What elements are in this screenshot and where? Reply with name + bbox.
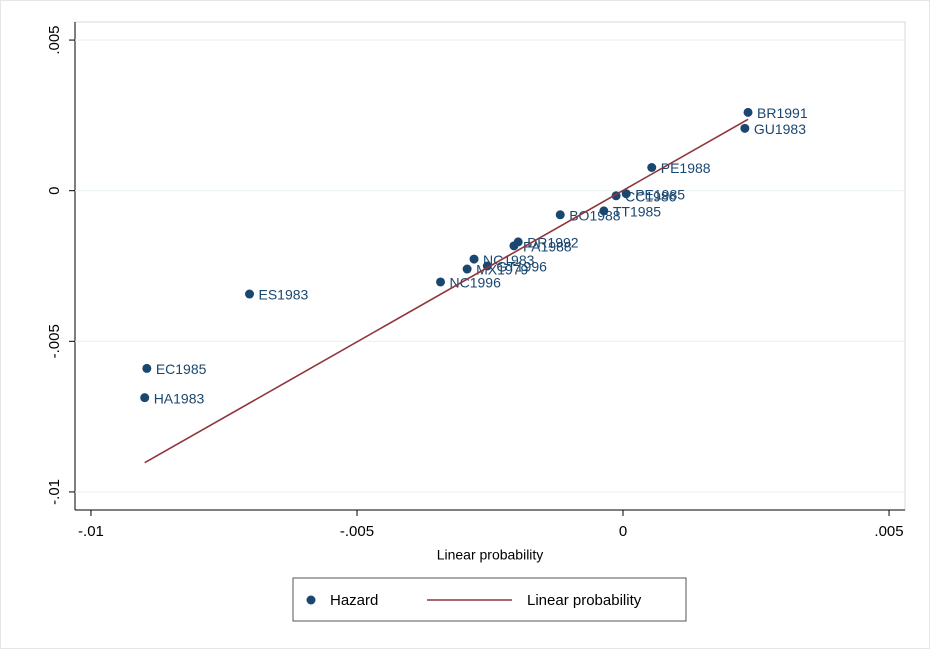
point — [647, 162, 657, 172]
point — [555, 210, 565, 220]
point — [140, 393, 150, 403]
point-label: NC1996 — [450, 275, 502, 291]
point-label: NC1983 — [483, 252, 535, 268]
y-tick-label: .005 — [46, 25, 63, 54]
y-tick-label: 0 — [46, 187, 63, 195]
point-label: PA1988 — [523, 239, 572, 255]
legend-marker — [306, 595, 316, 605]
point-label: TT1985 — [613, 204, 661, 220]
point — [743, 107, 753, 117]
x-tick-label: 0 — [619, 523, 627, 540]
point — [142, 363, 152, 373]
point — [469, 254, 479, 264]
point-label: DR1992 — [527, 235, 579, 251]
y-tick-label: -.005 — [46, 324, 63, 358]
x-tick-label: .005 — [874, 523, 903, 540]
point-label: BO1988 — [569, 207, 621, 223]
point-label: PE1985 — [635, 186, 685, 202]
point — [621, 189, 631, 199]
point — [245, 289, 255, 299]
point-label: CC1986 — [625, 189, 677, 205]
point — [509, 241, 519, 251]
x-tick-label: -.01 — [78, 523, 104, 540]
point-label: GU1983 — [754, 121, 806, 137]
point-label: BR1991 — [757, 105, 808, 121]
point-label: ES1983 — [259, 287, 309, 303]
point — [599, 206, 609, 216]
x-axis-title: Linear probability — [437, 547, 544, 563]
point-label: EC1985 — [156, 361, 207, 377]
point — [436, 277, 446, 287]
legend-label: Hazard — [330, 592, 378, 609]
point-label: GT1996 — [496, 259, 547, 275]
point-label: HA1983 — [154, 390, 205, 406]
point — [740, 123, 750, 133]
x-tick-label: -.005 — [340, 523, 374, 540]
point-label: PE1988 — [661, 160, 711, 176]
fit-line — [144, 118, 749, 464]
point — [462, 264, 472, 274]
y-tick-label: -.01 — [46, 479, 63, 505]
legend-label: Linear probability — [527, 592, 642, 609]
